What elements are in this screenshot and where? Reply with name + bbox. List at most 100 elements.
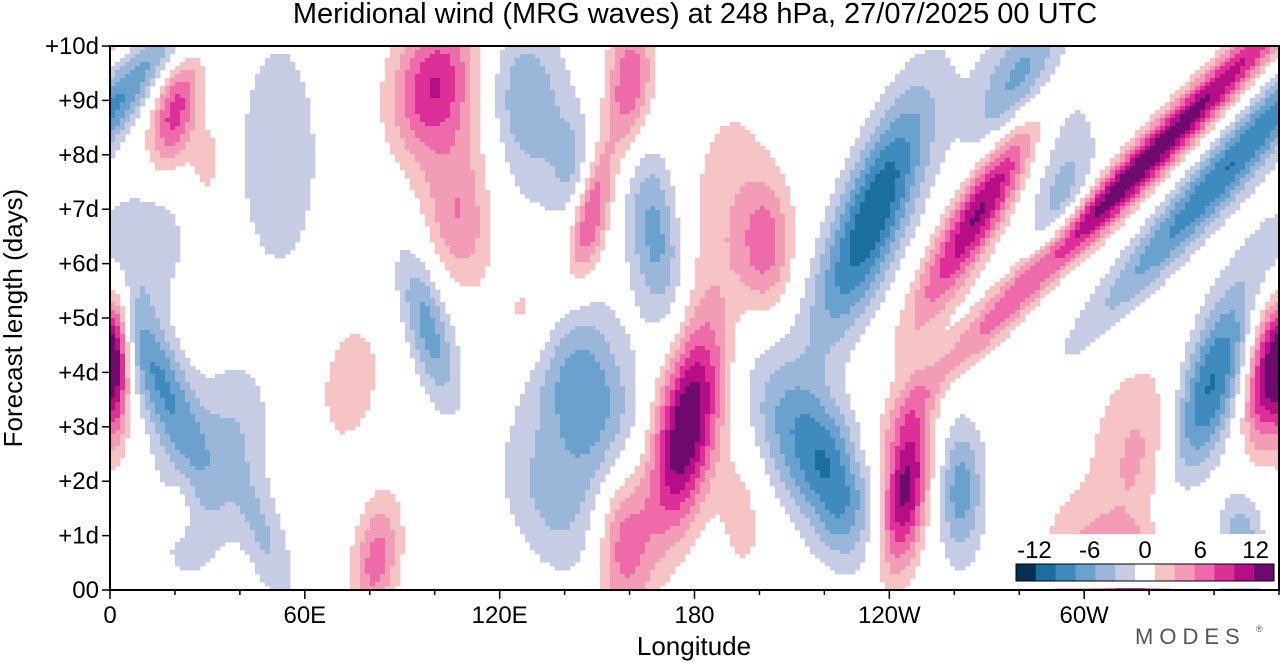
heatmap-cell xyxy=(120,74,126,79)
heatmap-cell xyxy=(410,186,416,191)
heatmap-cell xyxy=(1205,86,1211,91)
heatmap-cell xyxy=(260,138,266,143)
heatmap-cell xyxy=(285,110,291,115)
heatmap-cell xyxy=(405,78,411,83)
heatmap-cell xyxy=(990,58,996,63)
heatmap-cell xyxy=(420,194,426,199)
heatmap-cell xyxy=(425,114,431,119)
heatmap-cell xyxy=(875,110,881,115)
heatmap-cell xyxy=(505,150,511,155)
heatmap-cell xyxy=(885,118,891,123)
heatmap-cell xyxy=(1210,70,1216,75)
heatmap-cell xyxy=(1270,78,1276,83)
heatmap-cell xyxy=(1020,46,1026,51)
heatmap-cell xyxy=(645,70,651,75)
heatmap-cell xyxy=(465,98,471,103)
heatmap-cell xyxy=(1005,66,1011,71)
heatmap-cell xyxy=(540,134,546,139)
heatmap-cell xyxy=(850,158,856,163)
heatmap-cell xyxy=(440,138,446,143)
heatmap-cell xyxy=(565,158,571,163)
heatmap-cell xyxy=(945,146,951,151)
heatmap-cell xyxy=(250,154,256,159)
heatmap-cell xyxy=(405,158,411,163)
heatmap-cell xyxy=(1145,174,1151,179)
heatmap-cell xyxy=(920,82,926,87)
heatmap-cell xyxy=(445,194,451,199)
heatmap-cell xyxy=(545,74,551,79)
heatmap-cell xyxy=(545,194,551,199)
heatmap-cell xyxy=(730,194,736,199)
heatmap-cell xyxy=(470,122,476,127)
heatmap-cell xyxy=(305,98,311,103)
heatmap-cell xyxy=(1240,118,1246,123)
heatmap-cell xyxy=(475,162,481,167)
heatmap-cell xyxy=(1125,190,1131,195)
heatmap-cell xyxy=(180,78,186,83)
heatmap-cell xyxy=(400,94,406,99)
heatmap-cell xyxy=(550,178,556,183)
heatmap-cell xyxy=(1230,54,1236,59)
heatmap-cell xyxy=(300,194,306,199)
heatmap-cell xyxy=(560,170,566,175)
heatmap-cell xyxy=(405,118,411,123)
heatmap-cell xyxy=(460,122,466,127)
heatmap-cell xyxy=(250,90,256,95)
heatmap-cell xyxy=(1015,146,1021,151)
heatmap-cell xyxy=(540,154,546,159)
heatmap-cell xyxy=(400,130,406,135)
heatmap-cell xyxy=(295,110,301,115)
heatmap-cell xyxy=(930,102,936,107)
heatmap-cell xyxy=(650,58,656,63)
heatmap-cell xyxy=(880,150,886,155)
heatmap-cell xyxy=(505,110,511,115)
heatmap-cell xyxy=(1025,82,1031,87)
heatmap-cell xyxy=(510,102,516,107)
heatmap-cell xyxy=(725,166,731,171)
heatmap-cell xyxy=(1070,194,1076,199)
heatmap-cell xyxy=(570,130,576,135)
heatmap-cell xyxy=(905,82,911,87)
heatmap-cell xyxy=(565,82,571,87)
heatmap-cell xyxy=(1230,90,1236,95)
heatmap-cell xyxy=(1150,186,1156,191)
heatmap-cell xyxy=(275,86,281,91)
heatmap-cell xyxy=(1010,166,1016,171)
heatmap-cell xyxy=(1230,126,1236,131)
heatmap-cell xyxy=(910,106,916,111)
heatmap-cell xyxy=(1080,122,1086,127)
heatmap-cell xyxy=(185,62,191,67)
heatmap-cell xyxy=(495,86,501,91)
heatmap-cell xyxy=(475,154,481,159)
heatmap-cell xyxy=(1190,78,1196,83)
heatmap-cell xyxy=(710,158,716,163)
heatmap-cell xyxy=(610,74,616,79)
heatmap-cell xyxy=(140,70,146,75)
heatmap-cell xyxy=(1135,150,1141,155)
heatmap-cell xyxy=(625,114,631,119)
heatmap-cell xyxy=(905,178,911,183)
heatmap-cell xyxy=(745,166,751,171)
heatmap-cell xyxy=(170,162,176,167)
heatmap-cell xyxy=(595,182,601,187)
heatmap-cell xyxy=(1210,110,1216,115)
heatmap-cell xyxy=(1155,170,1161,175)
heatmap-cell xyxy=(970,70,976,75)
heatmap-cell xyxy=(430,82,436,87)
heatmap-cell xyxy=(580,142,586,147)
heatmap-cell xyxy=(880,158,886,163)
heatmap-cell xyxy=(605,54,611,59)
heatmap-cell xyxy=(405,142,411,147)
heatmap-cell xyxy=(1215,118,1221,123)
heatmap-cell xyxy=(195,110,201,115)
heatmap-cell xyxy=(570,158,576,163)
heatmap-cell xyxy=(610,114,616,119)
heatmap-cell xyxy=(1185,114,1191,119)
heatmap-cell xyxy=(955,118,961,123)
heatmap-cell xyxy=(125,118,131,123)
heatmap-cell xyxy=(1035,50,1041,55)
heatmap-cell xyxy=(920,78,926,83)
heatmap-cell xyxy=(1150,182,1156,187)
heatmap-cell xyxy=(640,82,646,87)
heatmap-cell xyxy=(1225,50,1231,55)
